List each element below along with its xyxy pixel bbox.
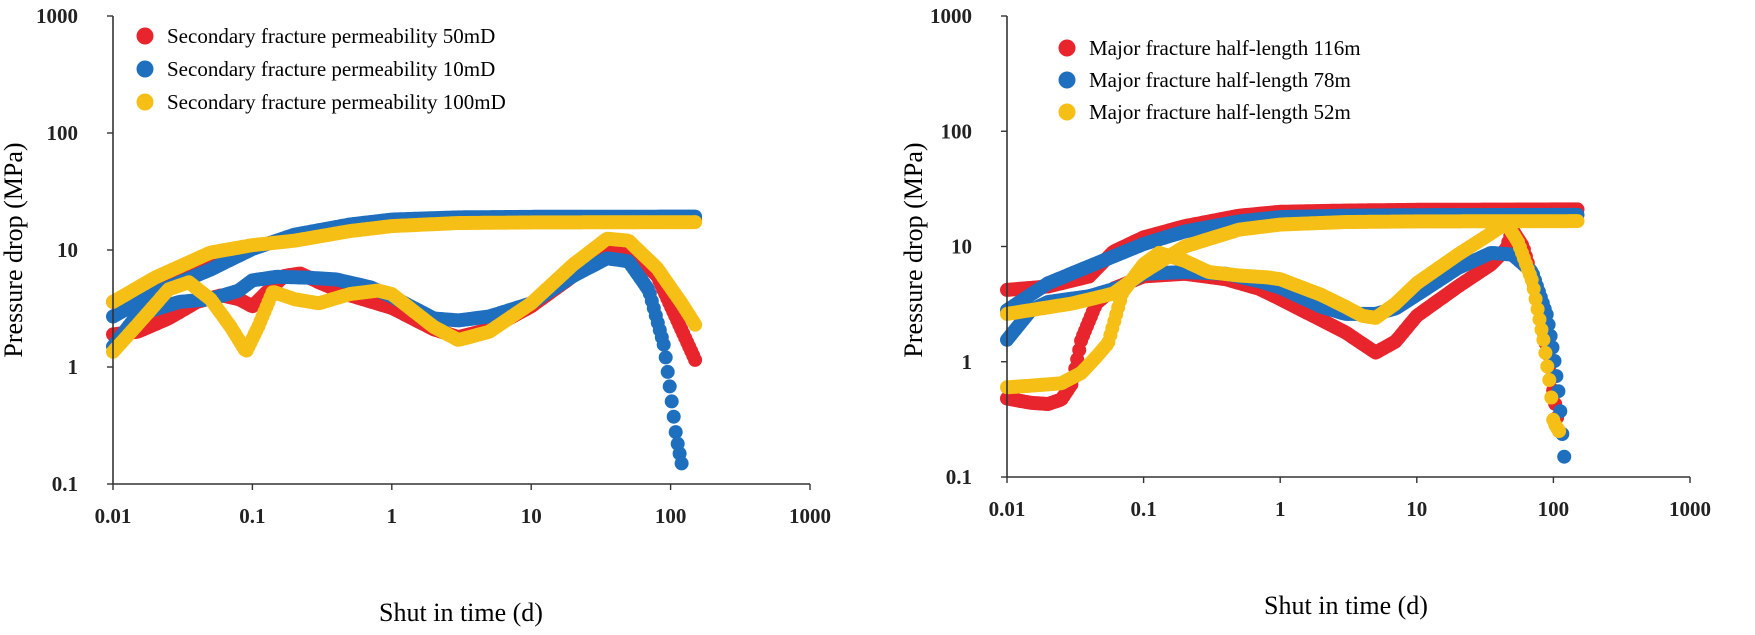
legend-label: Major fracture half-length 78m	[1089, 68, 1351, 92]
legend-marker	[136, 60, 154, 78]
data-point	[1536, 332, 1551, 347]
right-ticks: 0.01 0.1 1 10 100 1000 0.1 1 10 100 1000	[930, 4, 1711, 521]
right-chart-panel: 0.01 0.1 1 10 100 1000 0.1 1 10 100 1000 Shut in t…	[899, 4, 1711, 620]
right-legend: Major fracture half-length 116m Major fra…	[1058, 36, 1361, 124]
legend-label: Secondary fracture permeability 100mD	[167, 90, 506, 114]
x-tick-label: 1000	[1669, 497, 1711, 521]
y-tick-label: 100	[47, 121, 79, 145]
data-point	[668, 425, 683, 440]
y-tick-label: 10	[57, 238, 78, 262]
left-ticks: 0.01 0.1 1 10 100 1000 0.1 1 10 100 1000	[36, 4, 831, 528]
left-plot-points	[106, 209, 703, 471]
right-y-axis-title: Pressure drop (MPa)	[899, 142, 928, 357]
data-point	[656, 337, 671, 352]
legend-marker	[136, 27, 154, 45]
right-x-axis-title: Shut in time (d)	[1264, 591, 1428, 620]
left-chart-panel: 0.01 0.1 1 10 100 1000 0.1 1 10 100 1000 Shut in t…	[0, 4, 831, 627]
y-tick-label: 1	[962, 350, 973, 374]
data-point	[688, 317, 703, 332]
legend-label: Secondary fracture permeability 50mD	[167, 24, 495, 48]
legend-label: Major fracture half-length 116m	[1089, 36, 1361, 60]
legend-marker	[1058, 39, 1076, 57]
data-point	[674, 456, 689, 471]
left-x-axis-title: Shut in time (d)	[379, 598, 543, 627]
data-point	[1544, 390, 1559, 405]
data-point	[1557, 449, 1572, 464]
legend-marker	[136, 93, 154, 111]
data-point	[1570, 214, 1585, 229]
data-point	[1538, 345, 1553, 360]
x-tick-label: 0.01	[95, 504, 132, 528]
legend-label: Major fracture half-length 52m	[1089, 100, 1351, 124]
y-tick-label: 1000	[36, 4, 78, 28]
x-tick-label: 0.1	[239, 504, 265, 528]
data-point	[662, 379, 677, 394]
y-tick-label: 100	[941, 119, 973, 143]
y-tick-label: 1000	[930, 4, 972, 28]
y-tick-label: 0.1	[52, 472, 78, 496]
data-point	[666, 409, 681, 424]
y-tick-label: 1	[68, 355, 79, 379]
x-tick-label: 1	[387, 504, 398, 528]
x-tick-label: 1	[1275, 497, 1286, 521]
data-point	[1552, 424, 1567, 439]
data-point	[664, 394, 679, 409]
legend-label: Secondary fracture permeability 10mD	[167, 57, 495, 81]
data-point	[660, 364, 675, 379]
legend-marker	[1058, 71, 1076, 89]
x-tick-label: 100	[1538, 497, 1570, 521]
data-point	[688, 215, 703, 230]
x-tick-label: 1000	[789, 504, 831, 528]
data-point	[688, 352, 703, 367]
data-point	[1540, 359, 1555, 374]
legend-marker	[1058, 103, 1076, 121]
right-plot-points	[1000, 202, 1585, 464]
data-point	[658, 350, 673, 365]
left-y-axis-title: Pressure drop (MPa)	[0, 142, 28, 357]
data-point	[1542, 373, 1557, 387]
x-tick-label: 0.1	[1130, 497, 1156, 521]
x-tick-label: 100	[655, 504, 687, 528]
y-tick-label: 0.1	[946, 465, 972, 489]
y-tick-label: 10	[951, 235, 972, 259]
x-tick-label: 10	[1406, 497, 1427, 521]
x-tick-label: 0.01	[989, 497, 1026, 521]
left-legend: Secondary fracture permeability 50mD Seco…	[136, 24, 506, 114]
x-tick-label: 10	[521, 504, 542, 528]
